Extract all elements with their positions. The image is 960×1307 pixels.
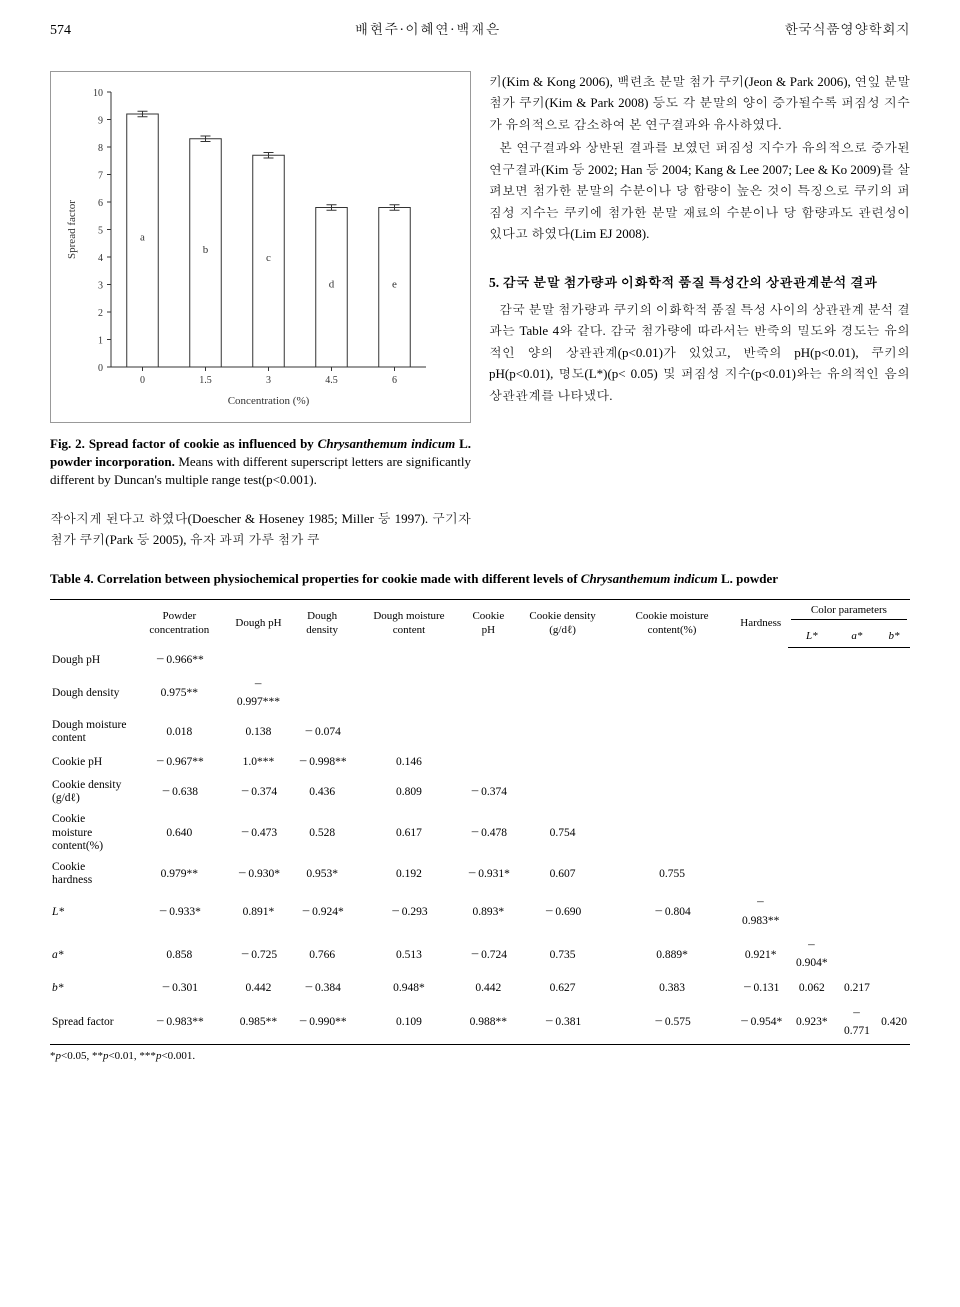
col-cookie-moisture: Cookie moisture content(%) — [610, 599, 733, 647]
table-row: a*0.858－0.7250.7660.513－0.7240.7350.889*… — [50, 934, 910, 977]
svg-text:4: 4 — [98, 253, 103, 264]
col-dough-density: Dough density — [288, 599, 356, 647]
svg-text:6: 6 — [392, 375, 397, 386]
svg-text:e: e — [392, 278, 397, 290]
svg-text:4.5: 4.5 — [325, 375, 338, 386]
figure-2-caption: Fig. 2. Spread factor of cookie as influ… — [50, 435, 471, 490]
table-body: Dough pH－0.966**Dough density0.975**－0.9… — [50, 648, 910, 1045]
table-row: Dough pH－0.966** — [50, 648, 910, 673]
svg-text:2: 2 — [98, 308, 103, 319]
svg-text:d: d — [329, 278, 335, 290]
col-powder-conc: Powder concentration — [130, 599, 229, 647]
table-row: Spread factor－0.983**0.985**－0.990**0.10… — [50, 1002, 910, 1045]
left-body-paragraph: 작아지게 된다고 하였다(Doescher & Hoseney 1985; Mi… — [50, 508, 471, 551]
svg-text:0: 0 — [98, 363, 103, 374]
col-a: a* — [836, 626, 878, 648]
svg-text:b: b — [203, 244, 209, 256]
svg-text:0: 0 — [140, 375, 145, 386]
svg-text:10: 10 — [93, 88, 103, 99]
table-head: Powder concentration Dough pH Dough dens… — [50, 599, 910, 647]
two-column-layout: 0 1 2 3 4 5 6 7 8 9 10 Spread factor a 0 b 1.5 c 3 d 4.5 e 6 C… — [50, 71, 910, 550]
figure-caption-bold-1: Spread factor of cookie as influenced by — [89, 436, 318, 451]
table-title-suffix: L. powder — [718, 571, 778, 586]
svg-text:Spread factor: Spread factor — [66, 200, 78, 259]
authors: 배현주·이혜연·백재은 — [354, 20, 500, 41]
svg-text:5: 5 — [98, 226, 103, 237]
section-5-body: 감국 분말 첨가량과 쿠키의 이화학적 품질 특성 사이의 상관관계 분석 결과… — [489, 299, 910, 406]
table-row: Cookie moisture content(%)0.640－0.4730.5… — [50, 809, 910, 857]
col-color-params: Color parameters — [788, 599, 910, 626]
table-row: Cookie density (g/dℓ)－0.638－0.3740.4360.… — [50, 775, 910, 809]
table-row: Dough density0.975**－0.997*** — [50, 673, 910, 716]
table-row: Cookie pH－0.967**1.0***－0.998**0.146 — [50, 750, 910, 775]
table-row: Dough moisture content0.0180.138－0.074 — [50, 715, 910, 749]
figure-label: Fig. 2. — [50, 436, 85, 451]
table-row: Cookie hardness0.979**－0.930*0.953*0.192… — [50, 857, 910, 891]
table-title-taxon: Chrysanthemum indicum — [581, 571, 718, 586]
col-hardness: Hardness — [734, 599, 788, 647]
table-row: L*－0.933*0.891*－0.924*－0.2930.893*－0.690… — [50, 891, 910, 934]
journal-name: 한국식품영양학회지 — [784, 20, 910, 41]
right-body-para-2: 본 연구결과와 상반된 결과를 보였던 퍼짐성 지수가 유의적으로 증가된 연구… — [489, 137, 910, 244]
col-L: L* — [788, 626, 836, 648]
table-4-title: Table 4. Correlation between physiochemi… — [50, 570, 910, 588]
right-column: 키(Kim & Kong 2006), 백련초 분말 첨가 쿠키(Jeon & … — [489, 71, 910, 550]
spread-factor-bar-chart: 0 1 2 3 4 5 6 7 8 9 10 Spread factor a 0 b 1.5 c 3 d 4.5 e 6 C… — [61, 82, 441, 412]
svg-text:c: c — [266, 252, 271, 264]
col-dough-moisture: Dough moisture content — [356, 599, 462, 647]
col-b: b* — [878, 626, 910, 648]
page-number: 574 — [50, 20, 71, 41]
col-cookie-ph: Cookie pH — [462, 599, 515, 647]
left-column: 0 1 2 3 4 5 6 7 8 9 10 Spread factor a 0 b 1.5 c 3 d 4.5 e 6 C… — [50, 71, 471, 550]
figure-caption-taxon: Chrysanthemum indicum — [318, 436, 456, 451]
svg-text:1.5: 1.5 — [199, 375, 212, 386]
col-dough-ph: Dough pH — [229, 599, 289, 647]
page-header: 574 배현주·이혜연·백재은 한국식품영양학회지 — [50, 20, 910, 41]
svg-text:3: 3 — [98, 281, 103, 292]
col-cookie-density: Cookie density (g/dℓ) — [515, 599, 611, 647]
svg-text:6: 6 — [98, 198, 103, 209]
svg-text:1: 1 — [98, 336, 103, 347]
svg-text:Concentration (%): Concentration (%) — [228, 395, 310, 407]
table-footnote: *p<0.05, **p<0.01, ***p<0.001. — [50, 1048, 910, 1065]
right-body-para-1: 키(Kim & Kong 2006), 백련초 분말 첨가 쿠키(Jeon & … — [489, 71, 910, 135]
svg-text:a: a — [140, 232, 145, 244]
svg-text:8: 8 — [98, 143, 103, 154]
correlation-table: Powder concentration Dough pH Dough dens… — [50, 599, 910, 1046]
table-row: b*－0.3010.442－0.3840.948*0.4420.6270.383… — [50, 976, 910, 1001]
svg-text:7: 7 — [98, 171, 103, 182]
svg-text:3: 3 — [266, 375, 271, 386]
table-title-prefix: Table 4. Correlation between physiochemi… — [50, 571, 581, 586]
figure-2-container: 0 1 2 3 4 5 6 7 8 9 10 Spread factor a 0 b 1.5 c 3 d 4.5 e 6 C… — [50, 71, 471, 423]
section-5-title: 5. 감국 분말 첨가량과 이화학적 품질 특성간의 상관관계분석 결과 — [489, 273, 910, 293]
svg-text:9: 9 — [98, 116, 103, 127]
